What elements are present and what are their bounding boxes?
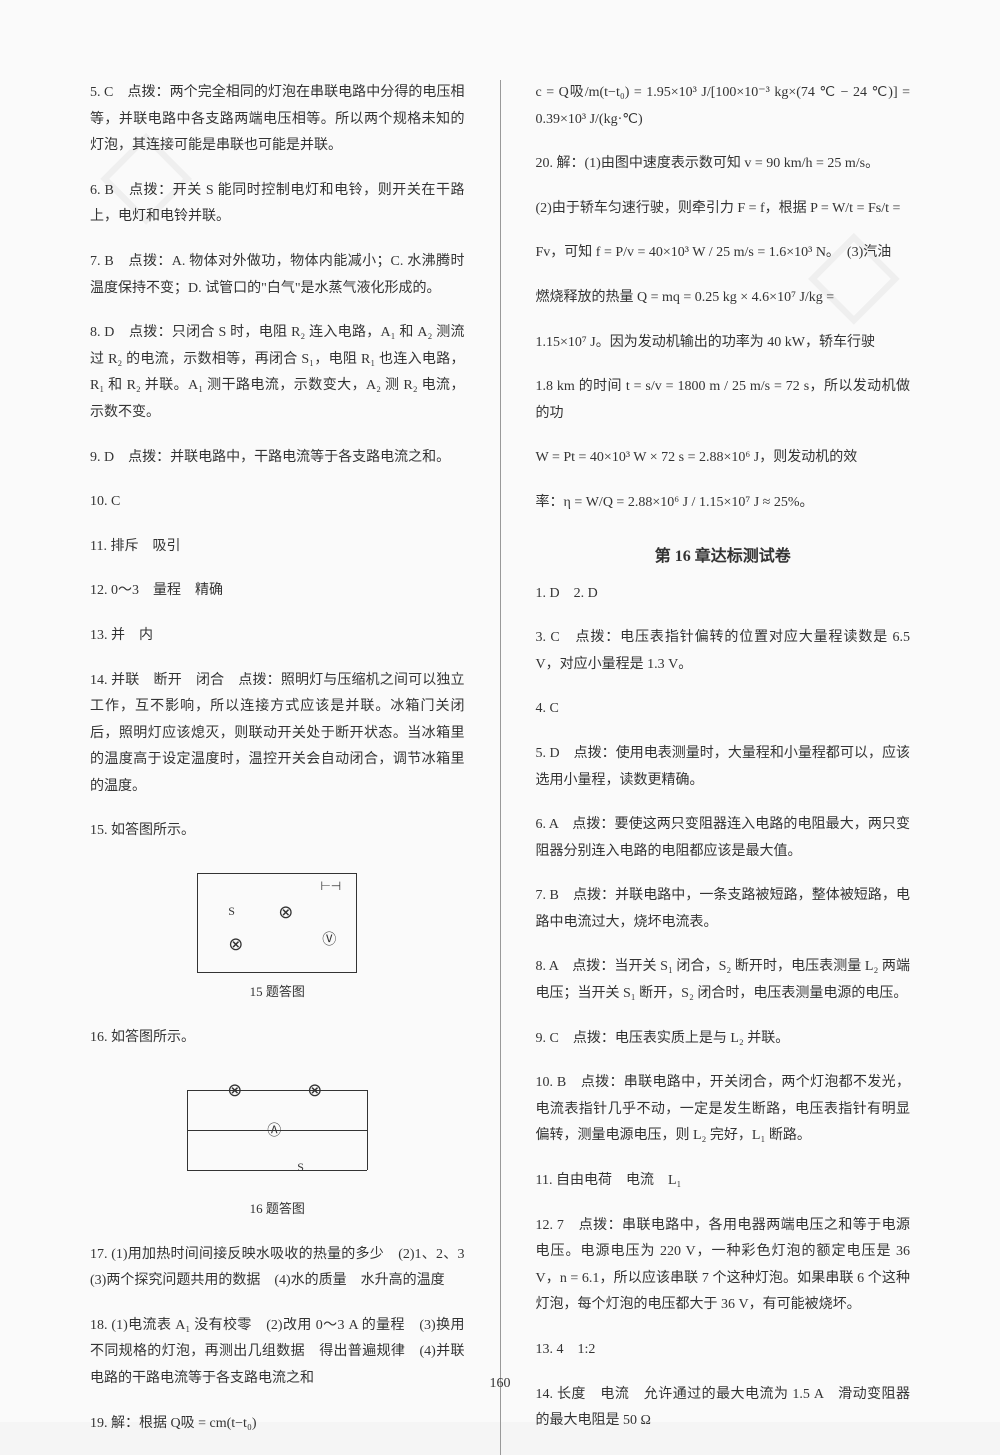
document-page: ◇ ◇ 5. C 点拨：两个完全相同的灯泡在串联电路中分得的电压相等，并联电路中… <box>0 0 1000 1422</box>
ch16-item-1-2: 1. D 2. D <box>536 581 911 608</box>
answer-item-16: 16. 如答图所示。 <box>90 1025 465 1052</box>
right-column: c = Q吸/m(t−t₀) = 1.95×10³ J/[100×10⁻³ kg… <box>536 80 911 1455</box>
formula-line-1: c = Q吸/m(t−t₀) = 1.95×10³ J/[100×10⁻³ kg… <box>536 80 911 133</box>
formula-line-9: 率：η = W/Q = 2.88×10⁶ J / 1.15×10⁷ J ≈ 25… <box>536 490 911 517</box>
circuit-2-svg: ⊗ ⊗ Ⓐ S <box>177 1080 377 1190</box>
diagram-16-box: ⊗ ⊗ Ⓐ S 16 题答图 <box>167 1070 387 1227</box>
bulb-icon: ⊗ <box>278 902 293 923</box>
ch16-item-13: 13. 4 1:2 <box>536 1337 911 1364</box>
ch16-item-10: 10. B 点拨：串联电路中，开关闭合，两个灯泡都不发光，电流表指针几乎不动，一… <box>536 1070 911 1150</box>
ch16-item-9: 9. C 点拨：电压表实质上是与 L₂ 并联。 <box>536 1026 911 1053</box>
chapter-heading: 第 16 章达标测试卷 <box>536 542 911 566</box>
formula-line-3: (2)由于轿车匀速行驶，则牵引力 F = f，根据 P = W/t = Fs/t… <box>536 196 911 223</box>
ch16-item-11: 11. 自由电荷 电流 L₁ <box>536 1168 911 1195</box>
answer-item-7: 7. B 点拨：A. 物体对外做功，物体内能减小；C. 水沸腾时温度保持不变；D… <box>90 249 465 302</box>
formula-line-6: 1.15×10⁷ J。因为发动机输出的功率为 40 kW，轿车行驶 <box>536 330 911 357</box>
circuit-diagram-15: ⊗ ⊢⊣ Ⓥ 15 题答图 <box>90 863 465 1010</box>
answer-item-11: 11. 排斥 吸引 <box>90 534 465 561</box>
formula-line-5: 燃烧释放的热量 Q = mq = 0.25 kg × 4.6×10⁷ J/kg … <box>536 285 911 312</box>
answer-item-18: 18. (1)电流表 A₁ 没有校零 (2)改用 0～3 A 的量程 (3)换用… <box>90 1313 465 1393</box>
bulb-icon: ⊗ <box>307 1080 322 1101</box>
diagram-16-caption: 16 题答图 <box>177 1198 377 1217</box>
voltmeter-icon: Ⓥ <box>322 929 336 949</box>
answer-item-8: 8. D 点拨：只闭合 S 时，电阻 R₂ 连入电路，A₁ 和 A₂ 测流过 R… <box>90 320 465 426</box>
left-column: 5. C 点拨：两个完全相同的灯泡在串联电路中分得的电压相等，并联电路中各支路两… <box>90 80 465 1455</box>
answer-item-14: 14. 并联 断开 闭合 点拨：照明灯与压缩机之间可以独立工作，互不影响，所以连… <box>90 668 465 801</box>
formula-line-4: Fv，可知 f = P/v = 40×10³ W / 25 m/s = 1.6×… <box>536 240 911 267</box>
answer-item-5: 5. C 点拨：两个完全相同的灯泡在串联电路中分得的电压相等，并联电路中各支路两… <box>90 80 465 160</box>
ammeter-icon: Ⓐ <box>267 1120 281 1140</box>
circuit-diagram-16: ⊗ ⊗ Ⓐ S 16 题答图 <box>90 1070 465 1227</box>
answer-item-17: 17. (1)用加热时间间接反映水吸收的热量的多少 (2)1、2、3 (3)两个… <box>90 1242 465 1295</box>
ch16-item-6: 6. A 点拨：要使这两只变阻器连入电路的电阻最大，两只变阻器分别连入电路的电阻… <box>536 812 911 865</box>
ch16-item-5: 5. D 点拨：使用电表测量时，大量程和小量程都可以，应该选用小量程，读数更精确… <box>536 741 911 794</box>
ch16-item-4: 4. C <box>536 696 911 723</box>
bulb-icon: ⊗ <box>227 1080 242 1101</box>
circuit-1-svg: ⊗ ⊢⊣ Ⓥ <box>197 873 357 973</box>
ch16-item-12: 12. 7 点拨：串联电路中，各用电器两端电压之和等于电源电压。电源电压为 22… <box>536 1213 911 1319</box>
answer-item-13: 13. 并 内 <box>90 623 465 650</box>
answer-item-10: 10. C <box>90 489 465 516</box>
battery-icon: ⊢⊣ <box>320 879 341 894</box>
page-number: 160 <box>490 1376 511 1392</box>
diagram-15-caption: 15 题答图 <box>197 981 357 1000</box>
switch-label: S <box>297 1160 304 1175</box>
ch16-item-8: 8. A 点拨：当开关 S₁ 闭合，S₂ 断开时，电压表测量 L₂ 两端电压；当… <box>536 954 911 1007</box>
ch16-item-14: 14. 长度 电流 允许通过的最大电流为 1.5 A 滑动变阻器的最大电阻是 5… <box>536 1382 911 1435</box>
answer-item-6: 6. B 点拨：开关 S 能同时控制电灯和电铃，则开关在干路上，电灯和电铃并联。 <box>90 178 465 231</box>
formula-line-2: 20. 解：(1)由图中速度表示数可知 v = 90 km/h = 25 m/s… <box>536 151 911 178</box>
answer-item-12: 12. 0～3 量程 精确 <box>90 578 465 605</box>
two-column-layout: 5. C 点拨：两个完全相同的灯泡在串联电路中分得的电压相等，并联电路中各支路两… <box>90 80 910 1455</box>
diagram-15-box: ⊗ ⊢⊣ Ⓥ 15 题答图 <box>187 863 367 1010</box>
answer-item-19: 19. 解：根据 Q吸 = cm(t−t₀) <box>90 1411 465 1438</box>
answer-item-9: 9. D 点拨：并联电路中，干路电流等于各支路电流之和。 <box>90 445 465 472</box>
ch16-item-3: 3. C 点拨：电压表指针偏转的位置对应大量程读数是 6.5 V，对应小量程是 … <box>536 625 911 678</box>
formula-line-7: 1.8 km 的时间 t = s/v = 1800 m / 25 m/s = 7… <box>536 374 911 427</box>
answer-item-15: 15. 如答图所示。 <box>90 818 465 845</box>
ch16-item-7: 7. B 点拨：并联电路中，一条支路被短路，整体被短路，电路中电流过大，烧坏电流… <box>536 883 911 936</box>
formula-line-8: W = Pt = 40×10³ W × 72 s = 2.88×10⁶ J，则发… <box>536 445 911 472</box>
column-divider <box>500 80 501 1455</box>
